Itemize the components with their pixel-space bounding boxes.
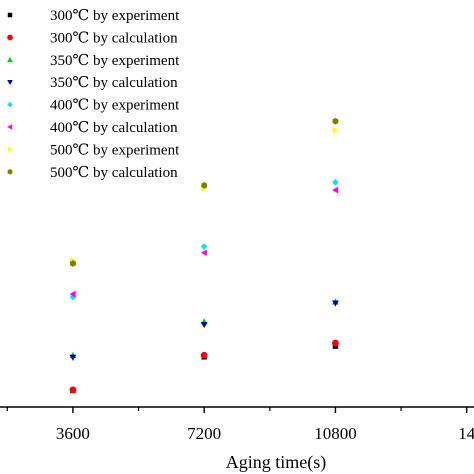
- data-point: [332, 339, 339, 347]
- legend-label: 350℃ by calculation: [50, 75, 178, 91]
- legend-marker: [7, 79, 13, 85]
- legend-label: 500℃ by experiment: [50, 142, 180, 158]
- legend-marker: [7, 57, 13, 63]
- x-tick-label: 14: [458, 424, 474, 443]
- x-axis-title: Aging time(s): [226, 452, 327, 473]
- x-tick-label: 7200: [187, 424, 221, 443]
- data-point: [200, 321, 208, 329]
- data-point: [201, 182, 208, 189]
- legend-label: 400℃ by calculation: [50, 120, 178, 136]
- data-point: [332, 186, 339, 194]
- legend-marker: [7, 169, 13, 175]
- data-point: [332, 178, 339, 186]
- data-point: [332, 126, 339, 134]
- data-point: [200, 249, 207, 257]
- legend-label: 400℃ by experiment: [50, 98, 180, 114]
- x-axis: 3600 7200 10800 14: [6, 407, 474, 443]
- legend-label: 350℃ by experiment: [50, 53, 180, 69]
- legend-label: 300℃ by experiment: [50, 8, 180, 24]
- data-point: [69, 354, 77, 361]
- x-tick-label: 3600: [56, 424, 90, 443]
- legend: 300℃ by experiment 300℃ by calculation 350…: [7, 8, 180, 181]
- x-tick-label: 10800: [314, 424, 357, 443]
- plot-area: [69, 117, 339, 394]
- legend-marker: [7, 12, 13, 18]
- legend-marker: [7, 34, 13, 41]
- data-point: [200, 243, 208, 251]
- legend-marker: [7, 124, 13, 130]
- legend-marker: [7, 101, 13, 108]
- data-point: [70, 260, 76, 267]
- data-point: [332, 300, 339, 307]
- data-point: [200, 351, 208, 359]
- legend-label: 300℃ by calculation: [50, 30, 178, 46]
- legend-label: 500℃ by calculation: [50, 165, 178, 181]
- data-point: [69, 386, 77, 394]
- data-point: [332, 117, 339, 125]
- data-point: [69, 290, 76, 298]
- legend-marker: [7, 146, 13, 153]
